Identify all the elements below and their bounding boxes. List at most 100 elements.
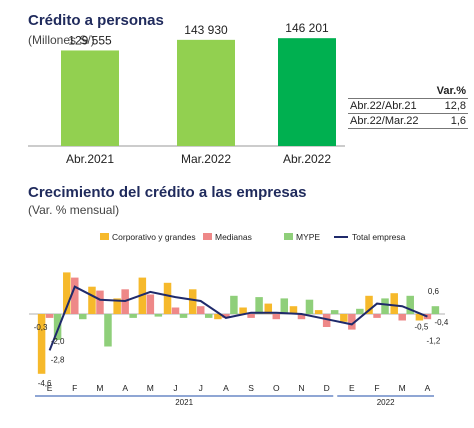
annotation-label: -2,0 (51, 337, 65, 346)
variation-row: Abr.22/Mar.22 1,6 (348, 114, 468, 129)
x-month-label: F (374, 383, 379, 393)
bar-medianas (146, 294, 155, 314)
legend-swatch (203, 233, 212, 240)
x-category-label: Mar.2022 (181, 152, 231, 166)
x-category-label: Abr.2022 (283, 152, 331, 166)
chart1-subtitle: (Millones S/) (28, 33, 95, 47)
annotation-label: -0,4 (435, 318, 449, 327)
bar-corporativo (113, 298, 121, 314)
bar-mype (104, 314, 112, 347)
bar-mype (255, 297, 263, 314)
annotation-label: -2,8 (51, 355, 65, 364)
bar-mype (330, 310, 339, 314)
x-month-label: M (399, 383, 406, 393)
bar-medianas (222, 314, 230, 318)
bar-medianas (45, 314, 54, 318)
legend-label: MYPE (296, 232, 320, 242)
x-month-label: J (199, 383, 203, 393)
variation-row-label: Abr.22/Abr.21 (350, 100, 417, 112)
bar-mype (431, 306, 440, 314)
bar-medianas (196, 306, 205, 314)
variation-row-value: 12,8 (444, 100, 466, 112)
legend-label: Corporativo y grandes (112, 232, 196, 242)
annotation-label: 0,6 (428, 287, 440, 296)
x-month-label: J (173, 383, 177, 393)
bar-mype (305, 299, 314, 314)
bar-corporativo (88, 286, 96, 314)
bar-medianas (171, 307, 180, 314)
bar-mype (280, 298, 289, 314)
x-category-label: Abr.2021 (66, 152, 114, 166)
bar-corporativo (63, 272, 71, 314)
bar-credito-personas (177, 39, 235, 146)
bar-corporativo (365, 295, 373, 314)
x-month-label: A (223, 383, 229, 393)
bar-mype (154, 314, 163, 317)
legend-swatch (284, 233, 293, 240)
bar-mype (179, 314, 188, 318)
legend-label: Total empresa (352, 232, 406, 242)
bar-value-label: 143 930 (184, 23, 228, 37)
x-month-label: N (298, 383, 304, 393)
chart1-title: Crédito a personas (28, 12, 164, 29)
x-month-label: A (122, 383, 128, 393)
bar-mype (356, 308, 364, 314)
annotation-label: -0,5 (415, 323, 429, 332)
bar-value-label: 129 555 (68, 33, 112, 47)
bar-value-label: 146 201 (285, 21, 329, 35)
bar-corporativo (239, 307, 247, 314)
bar-medianas (373, 314, 381, 318)
bar-corporativo (264, 303, 273, 314)
bar-corporativo (163, 282, 172, 314)
x-year-label: 2022 (377, 398, 395, 407)
bar-mype (204, 314, 213, 318)
variation-row-value: 1,6 (450, 115, 466, 127)
annotation-label: -4,6 (38, 379, 52, 388)
legend-swatch (100, 233, 109, 240)
bar-mype (406, 295, 414, 314)
x-month-label: O (273, 383, 280, 393)
bar-medianas (348, 314, 356, 330)
bar-credito-personas (278, 38, 336, 147)
bar-corporativo (289, 306, 298, 314)
bar-corporativo (214, 314, 222, 320)
x-month-label: A (425, 383, 431, 393)
bar-corporativo (415, 314, 424, 321)
bar-medianas (423, 314, 432, 320)
variation-table: Var.% Abr.22/Abr.21 12,8 Abr.22/Mar.22 1… (348, 84, 468, 129)
credito-personas-chart: 129 555 Abr.2021 143 930 Mar.2022 146 201 Abr… (28, 21, 345, 166)
x-month-label: D (324, 383, 330, 393)
bar-corporativo (37, 314, 46, 374)
bar-medianas (322, 314, 331, 327)
variation-header-label: Var.% (436, 85, 466, 97)
variation-row-label: Abr.22/Mar.22 (350, 115, 419, 127)
x-month-label: F (72, 383, 77, 393)
bar-mype (230, 295, 238, 314)
bar-corporativo (390, 293, 398, 314)
bar-medianas (96, 290, 104, 314)
bar-corporativo (314, 310, 323, 314)
annotation-label: -1,2 (427, 337, 441, 346)
variation-table-header: Var.% (348, 84, 468, 99)
bar-medianas (297, 314, 306, 320)
x-month-label: M (147, 383, 154, 393)
variation-row: Abr.22/Abr.21 12,8 (348, 99, 468, 114)
bar-medianas (247, 314, 255, 318)
x-year-label: 2021 (175, 398, 193, 407)
annotation-label: -0,3 (34, 323, 48, 332)
bar-corporativo (188, 289, 197, 314)
bar-mype (381, 298, 389, 314)
legend-label: Medianas (215, 232, 252, 242)
line-total-empresa (48, 285, 428, 351)
bar-medianas (272, 314, 281, 320)
x-month-label: E (349, 383, 355, 393)
bar-corporativo (340, 314, 348, 322)
bar-medianas (398, 314, 406, 321)
chart2-title: Crecimiento del crédito a las empresas (28, 184, 307, 201)
bar-credito-personas (61, 50, 119, 146)
bar-mype (129, 314, 137, 318)
bar-medianas (71, 277, 79, 314)
bar-mype (53, 314, 62, 340)
bar-mype (79, 314, 87, 320)
